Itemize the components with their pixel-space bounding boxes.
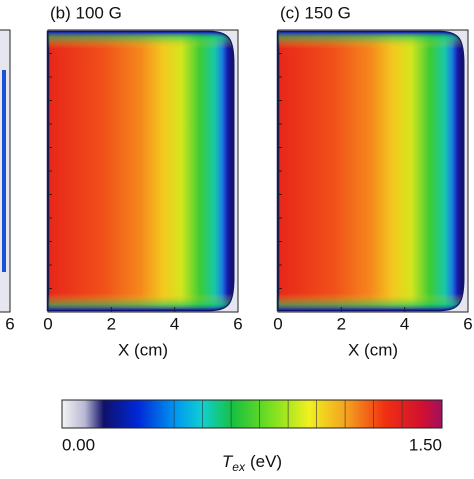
panels: 6 (b) 100 G 0 2 4 6 X (cm) (c) 150 G 0 2 4 6 X (cm) xyxy=(0,3,473,359)
field-edge xyxy=(2,70,6,272)
label-unit: (eV) xyxy=(250,452,282,471)
x-tick-label: 6 xyxy=(5,314,14,333)
x-axis-label: X (cm) xyxy=(348,340,398,359)
colorbar-tick-label: 0.00 xyxy=(62,435,95,454)
x-tick-label: 6 xyxy=(463,314,472,333)
x-tick-label: 6 xyxy=(233,314,242,333)
x-tick-label: 0 xyxy=(43,314,52,333)
colorbar-label: Tex (eV) xyxy=(222,452,282,474)
x-tick-label: 0 xyxy=(273,314,282,333)
x-tick-label: 2 xyxy=(107,314,116,333)
x-axis-label: X (cm) xyxy=(118,340,168,359)
x-tick-label: 2 xyxy=(337,314,346,333)
heatmap-edge xyxy=(278,32,464,310)
panel-title: (b) 100 G xyxy=(50,3,122,22)
label-symbol: T xyxy=(222,452,234,471)
x-tick-label: 4 xyxy=(170,314,179,333)
panel-title: (c) 150 G xyxy=(280,3,351,22)
colorbar: 0.00 1.50 Tex (eV) xyxy=(61,399,443,474)
x-tick-label: 4 xyxy=(400,314,409,333)
label-subscript: ex xyxy=(232,460,246,474)
heatmap-edge xyxy=(48,32,234,310)
colorbar-tick-label: 1.50 xyxy=(409,435,442,454)
colorbar-scale xyxy=(61,399,443,429)
